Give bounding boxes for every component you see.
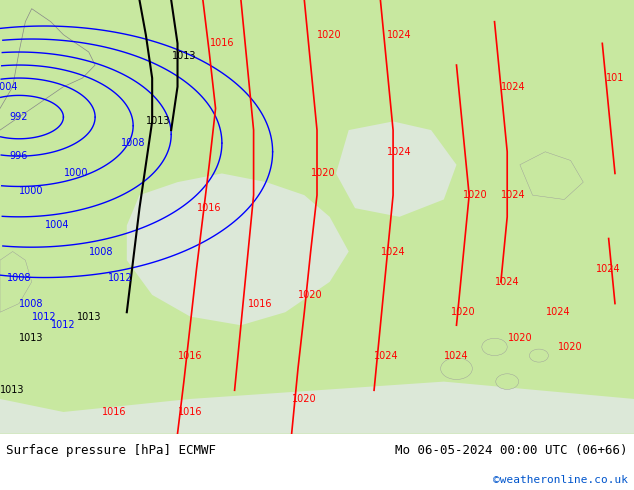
Text: 1020: 1020 <box>299 290 323 300</box>
Text: 1024: 1024 <box>387 30 411 40</box>
Circle shape <box>529 349 548 362</box>
Text: 1013: 1013 <box>172 51 196 61</box>
Text: 1024: 1024 <box>597 264 621 274</box>
Polygon shape <box>127 173 349 325</box>
Text: 1020: 1020 <box>508 333 532 343</box>
Polygon shape <box>0 382 634 434</box>
Text: 1024: 1024 <box>375 350 399 361</box>
Text: 1008: 1008 <box>7 272 31 283</box>
Text: 1016: 1016 <box>102 407 126 417</box>
Text: 101: 101 <box>606 73 624 83</box>
Text: 1024: 1024 <box>546 307 570 317</box>
Text: 1016: 1016 <box>197 203 221 213</box>
Circle shape <box>441 358 472 379</box>
Polygon shape <box>0 0 634 434</box>
Text: 1008: 1008 <box>20 298 44 309</box>
Text: 1020: 1020 <box>451 307 475 317</box>
Text: 1012: 1012 <box>32 312 56 321</box>
Text: 1020: 1020 <box>292 394 316 404</box>
Text: 1008: 1008 <box>89 246 113 257</box>
Text: Surface pressure [hPa] ECMWF: Surface pressure [hPa] ECMWF <box>6 444 216 457</box>
Text: 996: 996 <box>10 151 28 161</box>
Text: 1000: 1000 <box>20 186 44 196</box>
Text: 1012: 1012 <box>51 320 75 330</box>
Polygon shape <box>0 251 32 312</box>
Text: 1024: 1024 <box>387 147 411 157</box>
Text: 1020: 1020 <box>318 30 342 40</box>
Text: 1024: 1024 <box>381 246 405 257</box>
Text: 1016: 1016 <box>210 38 234 49</box>
Text: 1004: 1004 <box>45 220 69 230</box>
Text: 992: 992 <box>10 112 29 122</box>
Text: 1013: 1013 <box>20 333 44 343</box>
Circle shape <box>482 338 507 356</box>
Text: 1024: 1024 <box>495 277 519 287</box>
Text: 1000: 1000 <box>64 169 88 178</box>
Text: 1013: 1013 <box>1 385 25 395</box>
Text: Mo 06-05-2024 00:00 UTC (06+66): Mo 06-05-2024 00:00 UTC (06+66) <box>395 444 628 457</box>
Text: 1020: 1020 <box>559 342 583 352</box>
Text: 1016: 1016 <box>178 350 202 361</box>
Text: 1020: 1020 <box>463 190 488 200</box>
Text: 1004: 1004 <box>0 82 18 92</box>
Text: 1013: 1013 <box>77 312 101 321</box>
Text: 1008: 1008 <box>121 138 145 148</box>
Text: 1016: 1016 <box>248 298 272 309</box>
Text: ©weatheronline.co.uk: ©weatheronline.co.uk <box>493 475 628 485</box>
Text: 1024: 1024 <box>501 190 526 200</box>
Text: 1016: 1016 <box>178 407 202 417</box>
Text: 1013: 1013 <box>146 117 171 126</box>
Text: 1012: 1012 <box>108 272 133 283</box>
Circle shape <box>496 374 519 390</box>
Polygon shape <box>336 122 456 217</box>
Text: 1024: 1024 <box>501 82 526 92</box>
Polygon shape <box>520 152 583 199</box>
Text: 1020: 1020 <box>311 169 335 178</box>
Text: 1024: 1024 <box>444 350 469 361</box>
